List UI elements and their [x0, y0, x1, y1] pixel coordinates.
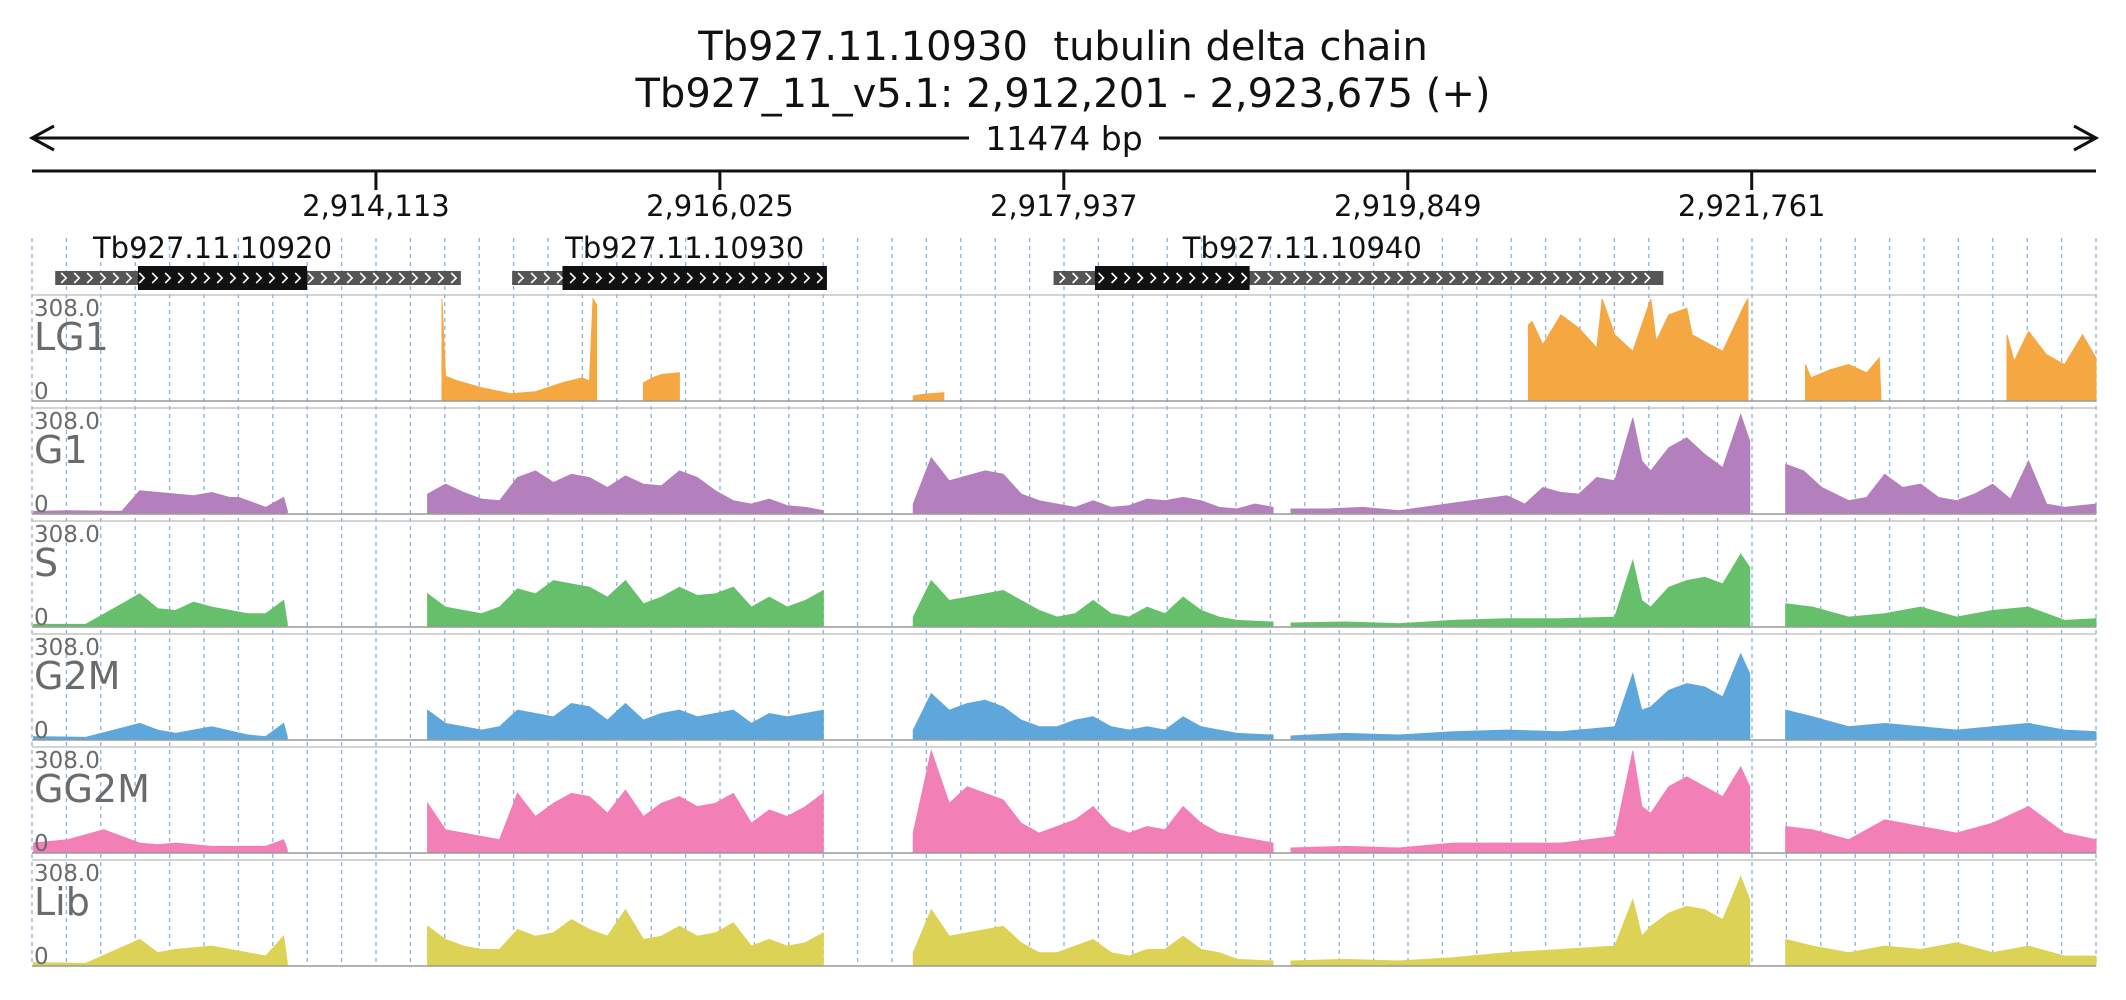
span-label-bg — [969, 118, 1159, 158]
strand-chevrons — [517, 272, 824, 284]
coverage-area-lg1 — [912, 392, 945, 402]
track-name-lg1: LG1 — [34, 315, 109, 359]
coverage-area-g1 — [1290, 413, 1751, 515]
coverage-area-gg2m — [427, 789, 824, 854]
coverage-area-g1 — [33, 490, 288, 515]
track-zero-label: 0 — [34, 605, 49, 631]
coverage-area-g2m — [1785, 709, 2097, 741]
coverage-area-lib — [1785, 938, 2097, 967]
coverage-area-gg2m — [1785, 806, 2097, 854]
ruler-tick-label: 2,914,113 — [302, 189, 450, 223]
track-max-label: 308.0 — [34, 409, 100, 435]
coverage-area-lib — [427, 908, 824, 967]
ruler-tick-label: 2,919,849 — [1334, 189, 1482, 223]
track-name-gg2m: GG2M — [34, 767, 150, 811]
track-zero-label: 0 — [34, 831, 49, 857]
track-max-label: 308.0 — [34, 296, 100, 322]
track-name-g1: G1 — [34, 428, 88, 472]
coverage-area-gg2m — [912, 749, 1274, 854]
span-label: 11474 bp — [985, 119, 1142, 158]
coverage-area-gg2m — [1290, 750, 1751, 854]
locus-coordinates: Tb927_11_v5.1: 2,912,201 - 2,923,675 (+) — [635, 71, 1491, 117]
coverage-area-g1 — [427, 470, 824, 515]
track-zero-label: 0 — [34, 718, 49, 744]
coverage-area-g1 — [912, 456, 1274, 515]
track-max-label: 308.0 — [34, 748, 100, 774]
gene-label: Tb927.11.10920 — [92, 231, 332, 265]
coverage-area-lib — [33, 935, 288, 967]
ruler-tick-label: 2,916,025 — [646, 189, 794, 223]
coverage-area-lg1 — [642, 372, 680, 402]
gene-title: Tb927.11.10930 tubulin delta chain — [698, 24, 1428, 70]
track-zero-label: 0 — [34, 379, 49, 405]
coverage-area-g2m — [912, 692, 1274, 741]
coverage-area-lib — [1290, 875, 1751, 967]
track-name-g2m: G2M — [34, 654, 120, 698]
track-name-s: S — [34, 541, 58, 585]
coverage-area-lg1 — [441, 297, 598, 402]
ruler-tick-label: 2,921,761 — [1678, 189, 1826, 223]
track-zero-label: 0 — [34, 944, 49, 970]
track-zero-label: 0 — [34, 492, 49, 518]
coverage-area-g2m — [33, 722, 288, 741]
coverage-area-s — [427, 579, 824, 628]
strand-chevrons — [1059, 272, 1651, 284]
ruler-tick-label: 2,917,937 — [990, 189, 1138, 223]
gene-cds-bar — [1094, 266, 1250, 290]
coverage-area-g2m — [1290, 652, 1751, 741]
track-max-label: 308.0 — [34, 522, 100, 548]
gene-label: Tb927.11.10940 — [1182, 231, 1422, 265]
gene-label: Tb927.11.10930 — [564, 231, 804, 265]
coverage-area-lg1 — [1527, 297, 1749, 402]
track-name-lib: Lib — [34, 880, 90, 924]
span-arrow-right-head — [2073, 124, 2100, 152]
span-arrow-left-head — [28, 124, 55, 152]
track-max-label: 308.0 — [34, 861, 100, 887]
coverage-area-s — [1785, 603, 2097, 628]
coverage-area-s — [1290, 553, 1751, 628]
coverage-area-g1 — [1785, 459, 2097, 515]
coverage-area-gg2m — [33, 829, 288, 854]
coverage-area-s — [912, 579, 1274, 628]
coverage-area-lg1 — [2006, 330, 2097, 402]
coverage-area-s — [33, 593, 288, 628]
coverage-area-lib — [912, 908, 1274, 967]
coverage-area-lg1 — [1804, 356, 1882, 402]
coverage-area-g2m — [427, 702, 824, 741]
track-max-label: 308.0 — [34, 635, 100, 661]
strand-chevrons — [60, 272, 458, 284]
